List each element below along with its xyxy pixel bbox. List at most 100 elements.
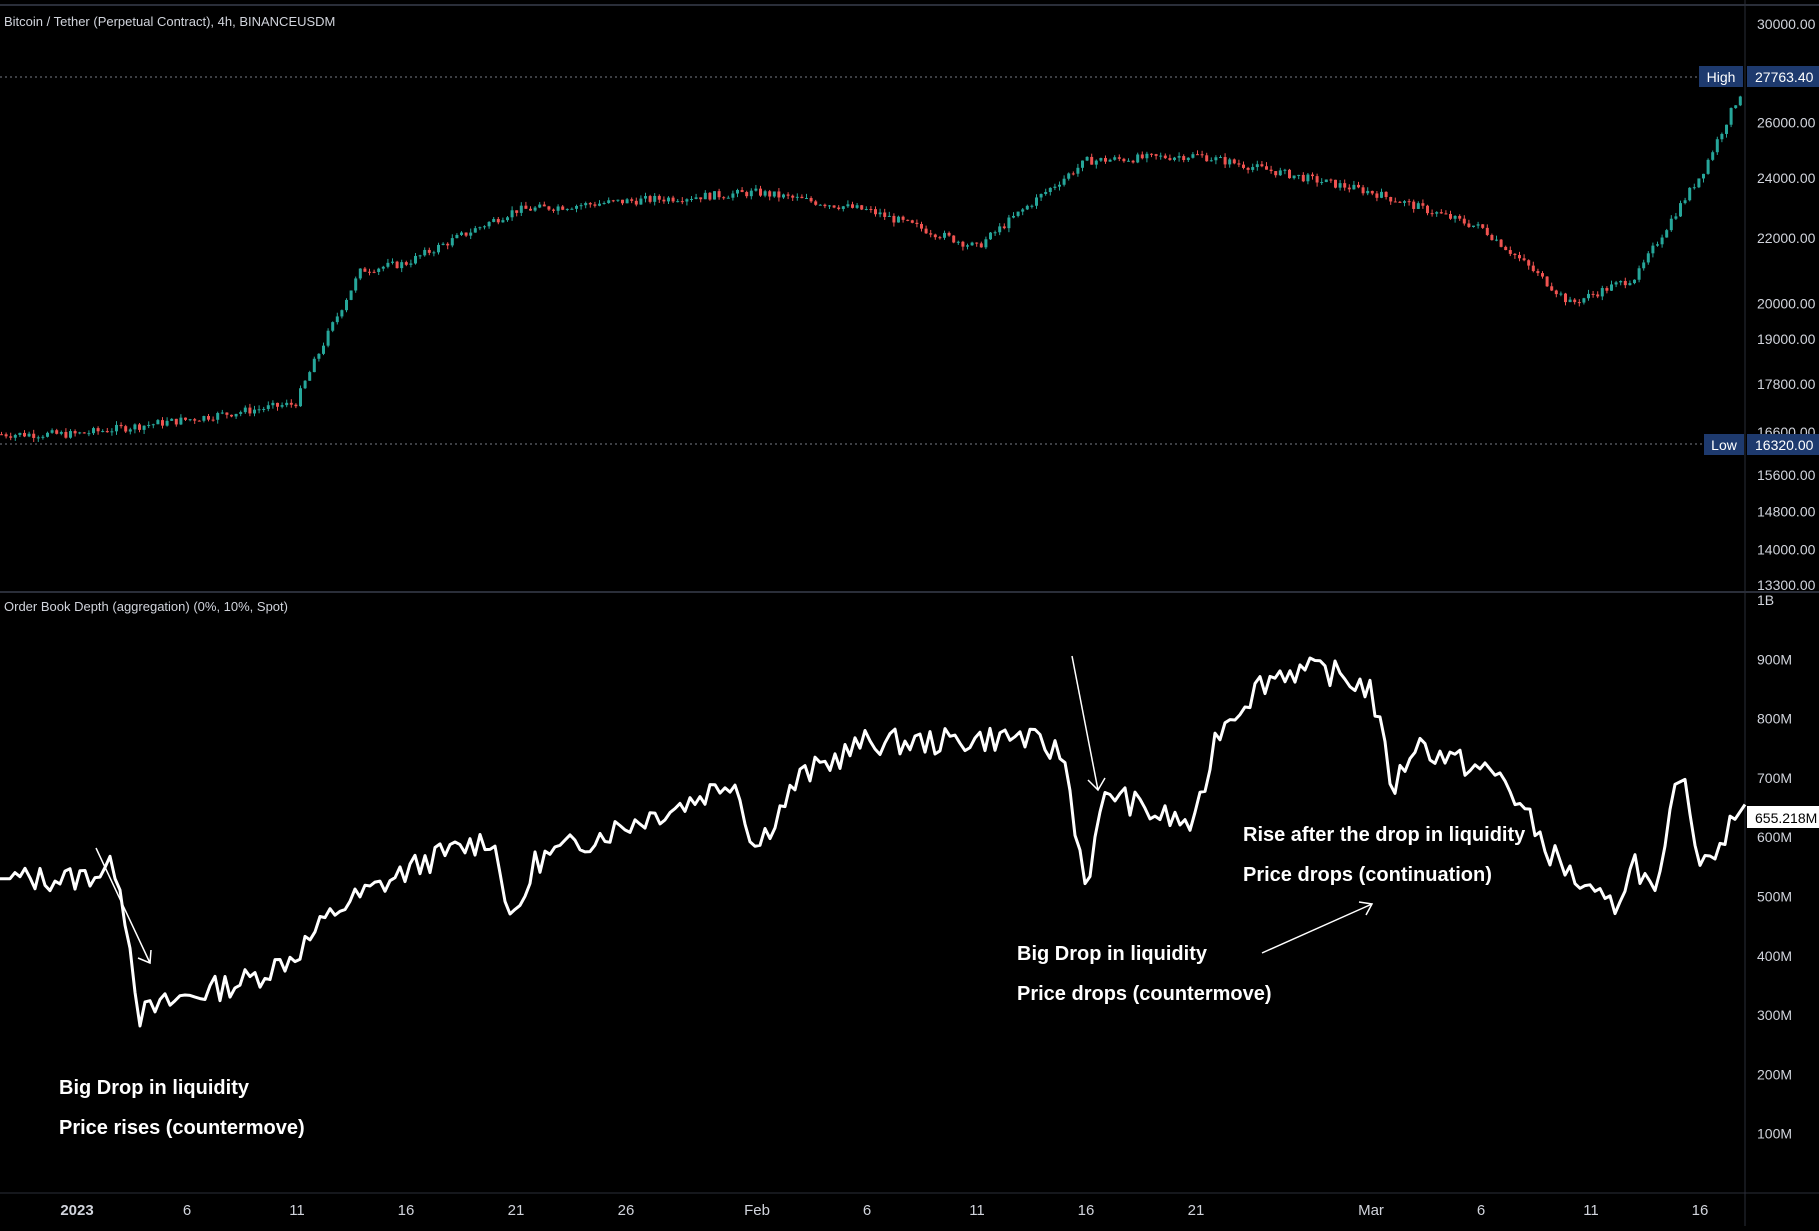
candle-body: [372, 271, 376, 273]
candle-body: [294, 404, 298, 407]
candle-body: [299, 388, 302, 407]
candle-body: [161, 420, 164, 426]
high-label: High: [1707, 69, 1736, 85]
candle-body: [685, 199, 689, 202]
candle-body: [1334, 179, 1337, 188]
candle-body: [340, 310, 344, 317]
candle-body: [128, 429, 132, 432]
candle-body: [1692, 187, 1696, 189]
candle-body: [1094, 160, 1098, 165]
candle-body: [598, 203, 601, 206]
candle-body: [202, 416, 206, 421]
candle-body: [386, 262, 390, 267]
candle-body: [1099, 158, 1103, 161]
candle-body: [78, 432, 82, 434]
candle-body: [878, 212, 882, 215]
candle-body: [1196, 154, 1199, 156]
candle-body: [464, 232, 468, 236]
candle-body: [1237, 163, 1241, 165]
candle-body: [1163, 155, 1167, 159]
annotation-1-line1: Big Drop in liquidity: [59, 1077, 249, 1099]
candle-body: [1720, 133, 1724, 140]
candle-body: [1734, 105, 1738, 109]
candle-body: [1177, 156, 1181, 158]
candle-body: [193, 419, 197, 421]
candle-body: [588, 203, 592, 205]
candle-body: [1504, 246, 1508, 251]
candle-body: [312, 358, 316, 373]
candle-body: [1398, 201, 1402, 203]
candle-body: [1564, 293, 1567, 303]
candle-body: [1711, 152, 1715, 160]
candle-body: [18, 432, 22, 435]
depth-tick-label: 100M: [1757, 1126, 1792, 1142]
time-tick-label: 11: [1583, 1202, 1599, 1219]
candle-body: [331, 322, 335, 331]
candle-body: [165, 420, 169, 426]
candle-body: [450, 238, 454, 246]
candle-body: [1173, 157, 1176, 160]
price-tick-label: 15600.00: [1757, 467, 1816, 483]
candle-body: [1071, 173, 1075, 175]
candle-body: [1269, 169, 1273, 172]
candle-body: [805, 198, 808, 200]
depth-axis[interactable]: 1B 900M 800M 700M 600M 500M 400M 300M 200M 100M: [1757, 592, 1792, 1142]
candle-body: [956, 241, 960, 243]
candle-body: [69, 431, 72, 438]
annotation-1-line2: Price rises (countermove): [59, 1117, 305, 1139]
candle-body: [1366, 190, 1370, 194]
candle-body: [92, 428, 95, 434]
candle-body: [1706, 159, 1710, 174]
candle-body: [855, 205, 859, 208]
depth-tick-label: 200M: [1757, 1066, 1792, 1082]
candle-body: [906, 219, 910, 221]
candle-body: [1012, 215, 1015, 218]
low-value: 16320.00: [1755, 437, 1814, 453]
candle-body: [584, 203, 588, 206]
candle-body: [151, 424, 155, 426]
candle-body: [1679, 203, 1682, 217]
time-axis[interactable]: 2023 6 11 16 21 26 Feb 6 11 16 21 Mar 6 11 16: [60, 1202, 1708, 1219]
time-tick-label: Mar: [1358, 1202, 1384, 1219]
price-axis[interactable]: 30000.00 26000.00 24000.00 22000.00 20000.00…: [1757, 16, 1816, 593]
annotation-2-line1: Big Drop in liquidity: [1017, 943, 1207, 965]
candle-body: [1439, 212, 1443, 214]
candle-body: [952, 235, 956, 243]
candle-body: [1062, 178, 1066, 185]
candle-body: [736, 190, 739, 194]
candle-body: [1485, 227, 1489, 235]
candle-body: [874, 209, 877, 215]
candle-body: [257, 409, 261, 411]
candle-body: [823, 204, 827, 207]
candle-body: [864, 209, 868, 211]
candle-body: [975, 242, 979, 244]
candle-body: [239, 412, 243, 414]
depth-tick-label: 700M: [1757, 770, 1792, 786]
candle-body: [303, 380, 307, 389]
candle-body: [234, 413, 238, 417]
candle-body: [1039, 194, 1043, 198]
candle-body: [1541, 273, 1544, 277]
candle-body: [1191, 154, 1195, 158]
time-tick-label: 16: [1078, 1202, 1095, 1219]
candle-body: [768, 191, 772, 197]
candle-body: [225, 412, 229, 415]
candle-body: [266, 405, 270, 409]
candle-body: [1168, 158, 1172, 160]
candle-body: [156, 420, 160, 425]
low-value-badge: [1747, 434, 1819, 455]
candle-body: [763, 191, 767, 196]
time-tick-label: Feb: [744, 1202, 770, 1219]
candle-body: [1375, 193, 1379, 198]
candle-body: [381, 266, 385, 269]
candle-body: [841, 206, 845, 209]
candle-body: [565, 208, 569, 210]
candle-body: [418, 255, 422, 257]
price-tick-label: 17800.00: [1757, 376, 1816, 392]
candle-body: [1536, 271, 1540, 274]
candle-body: [933, 234, 937, 238]
candle-body: [524, 205, 528, 209]
candle-body: [621, 199, 624, 204]
candle-body: [929, 233, 933, 235]
low-label-badge: [1704, 434, 1744, 455]
